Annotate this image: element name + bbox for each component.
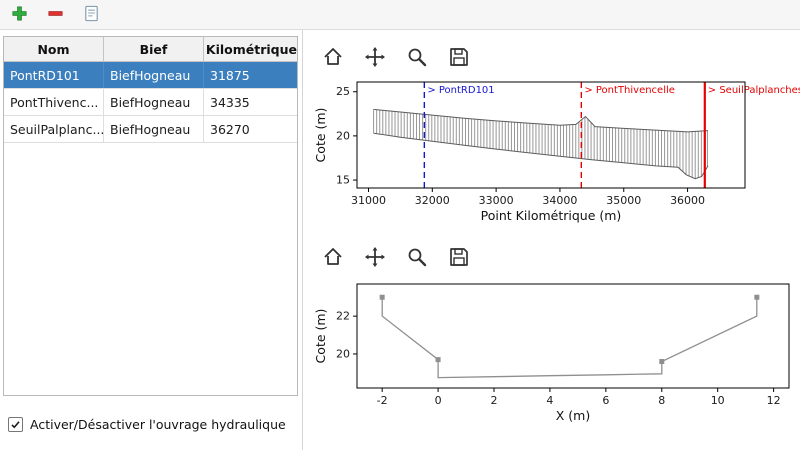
ouvrages-panel: Nom Bief Point Kilométrique PontRD101 Bi… (0, 30, 303, 450)
cross-section-plot-section: -2 0 2 4 6 8 10 12 20 22 X (m) Cote (m) (309, 224, 800, 424)
x-tick-label: 32000 (415, 194, 450, 207)
main-toolbar (0, 0, 800, 30)
y-tick-label: 20 (336, 347, 350, 360)
cell-bief[interactable]: BiefHogneau (104, 116, 204, 142)
pan-icon[interactable] (361, 44, 388, 71)
y-tick-label: 22 (336, 310, 350, 323)
add-ouvrage-button[interactable] (6, 2, 33, 27)
table-header: Nom Bief Point Kilométrique (4, 37, 297, 62)
cell-pk[interactable]: 36270 (210, 121, 250, 137)
x-tick-label: -2 (377, 394, 388, 407)
x-tick-label: 6 (602, 394, 609, 407)
checkmark-icon (11, 421, 20, 429)
x-tick-label: 8 (658, 394, 665, 407)
checkbox-label: Activer/Désactiver l'ouvrage hydraulique (30, 417, 286, 432)
remove-ouvrage-button[interactable] (42, 2, 69, 27)
pan-icon[interactable] (361, 244, 388, 271)
x-axis-label: Point Kilométrique (m) (481, 208, 622, 223)
annotation-label: > PontThivencelle (584, 85, 675, 96)
data-marker (435, 357, 441, 363)
x-tick-label: 34000 (542, 194, 577, 207)
minus-icon (46, 4, 65, 26)
cell-bief[interactable]: BiefHogneau (104, 62, 204, 88)
cell-pk[interactable]: 31875 (210, 67, 250, 83)
cell-nom[interactable]: SeuilPalplanc... (4, 116, 104, 142)
column-header-nom[interactable]: Nom (4, 37, 104, 61)
x-tick-label: 2 (491, 394, 498, 407)
x-tick-label: 35000 (606, 194, 641, 207)
x-tick-label: 12 (767, 394, 781, 407)
x-axis-label: X (m) (556, 408, 590, 423)
data-marker (379, 294, 385, 300)
plot2-nav-toolbar (309, 238, 800, 276)
edit-ouvrage-button[interactable] (78, 2, 105, 27)
longitudinal-profile-chart[interactable]: 31000 32000 33000 34000 35000 36000 15 20 25 Poin… (309, 76, 800, 224)
y-tick-label: 20 (336, 129, 350, 142)
x-tick-label: 33000 (479, 194, 514, 207)
save-icon[interactable] (445, 44, 472, 71)
data-marker (754, 294, 760, 300)
cell-nom[interactable]: PontRD101 (4, 62, 104, 88)
cross-section-chart[interactable]: -2 0 2 4 6 8 10 12 20 22 X (m) Cote (m) (309, 276, 799, 424)
data-marker (659, 359, 665, 365)
table-row[interactable]: PontThivenc... BiefHogneau 34335 (4, 89, 297, 116)
plot1-nav-toolbar (309, 38, 800, 76)
cell-bief[interactable]: BiefHogneau (104, 89, 204, 115)
checkbox-box[interactable] (8, 417, 23, 432)
x-tick-label: 36000 (670, 194, 705, 207)
cell-nom[interactable]: PontThivenc... (4, 89, 104, 115)
profile-plot-section: 31000 32000 33000 34000 35000 36000 15 20 25 Poin… (309, 30, 800, 224)
y-tick-label: 25 (336, 85, 350, 98)
ouvrages-table: Nom Bief Point Kilométrique PontRD101 Bi… (3, 36, 298, 396)
plots-panel: 31000 32000 33000 34000 35000 36000 15 20 25 Poin… (303, 30, 800, 450)
y-axis-label: Cote (m) (313, 309, 328, 364)
x-tick-label: 31000 (351, 194, 386, 207)
column-header-bief[interactable]: Bief (104, 37, 204, 61)
cell-pk[interactable]: 34335 (210, 94, 250, 110)
annotation-label: > SeuilPalplanches (708, 85, 800, 96)
document-edit-icon (82, 4, 101, 26)
x-tick-label: 10 (711, 394, 725, 407)
y-tick-label: 15 (336, 174, 350, 187)
home-icon[interactable] (319, 244, 346, 271)
zoom-icon[interactable] (403, 244, 430, 271)
x-tick-label: 4 (546, 394, 553, 407)
table-row[interactable]: SeuilPalplanc... BiefHogneau 36270 (4, 116, 297, 143)
table-row[interactable]: PontRD101 BiefHogneau 31875 (4, 62, 297, 89)
zoom-icon[interactable] (403, 44, 430, 71)
column-header-pk[interactable]: Point Kilométrique (204, 41, 297, 57)
save-icon[interactable] (445, 244, 472, 271)
activate-ouvrage-checkbox[interactable]: Activer/Désactiver l'ouvrage hydraulique (8, 417, 286, 432)
home-icon[interactable] (319, 44, 346, 71)
y-axis-label: Cote (m) (313, 108, 328, 163)
plus-icon (10, 4, 29, 26)
annotation-label: > PontRD101 (427, 85, 494, 96)
x-tick-label: 0 (435, 394, 442, 407)
